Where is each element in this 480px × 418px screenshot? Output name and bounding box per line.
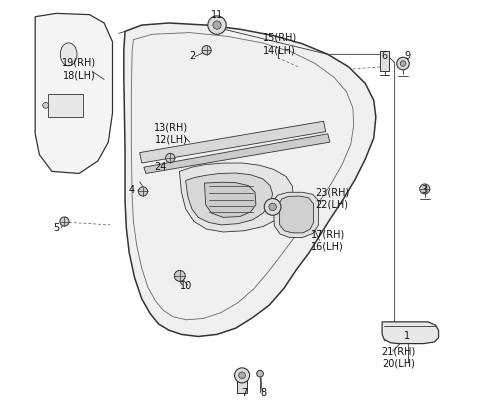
Ellipse shape xyxy=(60,43,77,66)
Circle shape xyxy=(235,368,250,383)
Text: 17(RH)
16(LH): 17(RH) 16(LH) xyxy=(311,229,345,252)
Text: 11: 11 xyxy=(211,10,223,20)
Text: 19(RH)
18(LH): 19(RH) 18(LH) xyxy=(62,58,96,80)
Circle shape xyxy=(397,57,409,70)
Polygon shape xyxy=(180,163,293,232)
Text: 24: 24 xyxy=(155,162,167,172)
Text: 5: 5 xyxy=(53,223,59,233)
Text: 10: 10 xyxy=(180,281,192,291)
Polygon shape xyxy=(274,192,319,237)
Text: 9: 9 xyxy=(404,51,410,61)
Circle shape xyxy=(420,184,430,194)
Circle shape xyxy=(400,61,406,66)
Text: 21(RH)
20(LH): 21(RH) 20(LH) xyxy=(382,346,416,369)
Text: 6: 6 xyxy=(381,51,387,61)
Text: 8: 8 xyxy=(260,388,266,398)
Text: 4: 4 xyxy=(128,185,134,195)
Circle shape xyxy=(43,102,48,108)
Circle shape xyxy=(269,203,276,211)
Text: 1: 1 xyxy=(404,331,410,342)
Circle shape xyxy=(138,187,148,196)
Polygon shape xyxy=(35,13,112,173)
Circle shape xyxy=(239,372,245,379)
Bar xyxy=(380,51,389,71)
Circle shape xyxy=(257,370,264,377)
Text: 3: 3 xyxy=(421,185,427,195)
Circle shape xyxy=(264,199,281,215)
Text: 13(RH)
12(LH): 13(RH) 12(LH) xyxy=(154,122,188,145)
Polygon shape xyxy=(140,121,326,163)
Text: 23(RH)
22(LH): 23(RH) 22(LH) xyxy=(315,187,349,210)
Polygon shape xyxy=(279,196,313,233)
Polygon shape xyxy=(144,134,330,173)
Polygon shape xyxy=(382,322,439,344)
Polygon shape xyxy=(204,182,256,217)
Bar xyxy=(238,377,247,393)
Text: 2: 2 xyxy=(189,51,195,61)
Circle shape xyxy=(213,21,221,29)
Circle shape xyxy=(208,16,226,34)
Polygon shape xyxy=(186,173,273,225)
Circle shape xyxy=(60,217,69,226)
Text: 15(RH)
14(LH): 15(RH) 14(LH) xyxy=(263,33,297,55)
Polygon shape xyxy=(124,23,376,336)
Circle shape xyxy=(202,46,211,55)
Circle shape xyxy=(166,153,175,163)
Text: 7: 7 xyxy=(241,388,247,398)
FancyBboxPatch shape xyxy=(48,94,83,117)
Circle shape xyxy=(174,270,185,281)
